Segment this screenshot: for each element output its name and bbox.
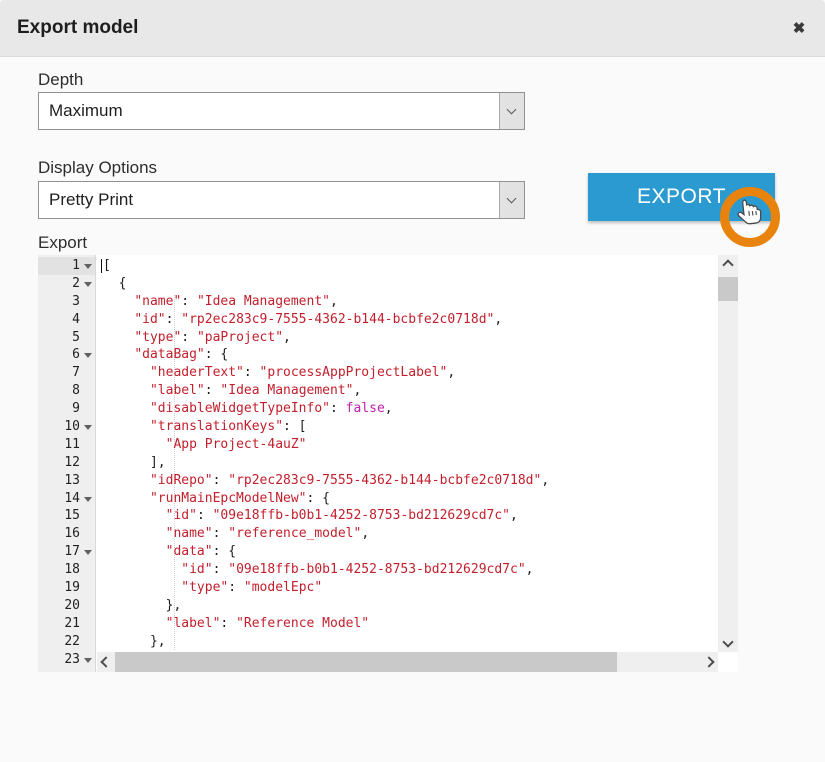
gutter-line-number[interactable]: 14	[38, 490, 95, 508]
gutter-line-number: 13	[64, 472, 80, 488]
gutter-line-number[interactable]: 1	[38, 257, 95, 275]
code-line[interactable]: "dataBag": {	[134, 347, 229, 363]
code-line[interactable]: {	[103, 275, 127, 291]
gutter-line-number: 7	[72, 365, 80, 381]
code-line[interactable]: [	[101, 258, 111, 273]
scroll-left-icon[interactable]	[100, 656, 112, 668]
chevron-down-icon	[506, 193, 517, 204]
close-icon[interactable]: ✖	[792, 20, 806, 37]
fold-arrow-icon[interactable]	[84, 425, 92, 431]
horizontal-scrollbar-thumb[interactable]	[115, 652, 617, 672]
scroll-up-icon[interactable]	[722, 259, 734, 271]
depth-select[interactable]: Maximum	[38, 92, 525, 130]
export-button[interactable]: EXPORT	[588, 173, 775, 221]
code-line[interactable]: "data": {	[165, 544, 237, 560]
editor-gutter: 1 2 3 4 5 6 7 8 9 10 11 12 13 14 15 16 17 18 19 20 21 22 23	[38, 255, 96, 672]
display-options-select[interactable]: Pretty Print	[38, 181, 525, 219]
gutter-line-number: 21	[64, 615, 80, 631]
code-line[interactable]: "label": "Idea Management",	[149, 383, 362, 399]
gutter-line-number: 19	[64, 580, 80, 596]
gutter-line-number[interactable]: 10	[38, 418, 95, 436]
code-line[interactable]: "id": "09e18ffb-b0b1-4252-8753-bd212629c…	[181, 562, 534, 578]
text-caret	[101, 259, 102, 273]
chevron-down-icon	[506, 104, 517, 115]
fold-arrow-icon[interactable]	[84, 657, 92, 663]
code-line[interactable]: "name": "reference_model",	[165, 526, 370, 542]
code-line[interactable]: },	[103, 633, 166, 649]
gutter-line-number: 3	[72, 293, 80, 309]
gutter-line-number: 15	[64, 508, 80, 524]
gutter-line-number: 22	[64, 633, 80, 649]
fold-arrow-icon[interactable]	[84, 281, 92, 287]
display-options-select-value: Pretty Print	[49, 190, 134, 209]
depth-select-value: Maximum	[49, 101, 123, 120]
depth-label: Depth	[38, 70, 84, 89]
dialog-header: Export model ✖	[0, 0, 825, 57]
fold-arrow-icon[interactable]	[84, 353, 92, 359]
fold-arrow-icon[interactable]	[84, 496, 92, 502]
code-line[interactable]: "App Project-4auZ"	[165, 436, 307, 452]
code-line[interactable]: "id": "rp2ec283c9-7555-4362-b144-bcbfe2c…	[134, 311, 503, 327]
display-options-label: Display Options	[38, 158, 158, 177]
code-line[interactable]: "idRepo": "rp2ec283c9-7555-4362-b144-bcb…	[149, 472, 550, 488]
code-line[interactable]: "disableWidgetTypeInfo": false,	[149, 401, 393, 417]
gutter-line-number: 12	[64, 454, 80, 470]
export-area-label: Export	[38, 233, 88, 252]
gutter-line-number: 4	[72, 311, 80, 327]
scroll-down-icon[interactable]	[722, 636, 734, 648]
code-line[interactable]: "label": "Reference Model"	[165, 615, 370, 631]
code-line[interactable]: "headerText": "processAppProjectLabel",	[149, 365, 456, 381]
display-options-select-dropdown-button[interactable]	[499, 182, 524, 218]
dialog-title: Export model	[17, 17, 139, 38]
editor-code[interactable]: [ { "name": "Idea Management", "id": "rp…	[97, 255, 718, 672]
gutter-line-number[interactable]: 2	[38, 275, 95, 293]
horizontal-scrollbar[interactable]	[97, 652, 718, 672]
code-editor[interactable]: 1 2 3 4 5 6 7 8 9 10 11 12 13 14 15 16 17 18 19 20 21 22 23 [ …	[38, 255, 738, 672]
scrollbar-corner	[718, 652, 738, 672]
code-line[interactable]: "type": "modelEpc"	[181, 580, 323, 596]
code-line[interactable]: "name": "Idea Management",	[134, 293, 338, 309]
code-line[interactable]: "translationKeys": [	[149, 419, 307, 435]
gutter-line-number: 5	[72, 329, 80, 345]
gutter-line-number: 20	[64, 597, 80, 613]
code-line[interactable]: "runMainEpcModelNew": {	[149, 490, 330, 506]
code-line[interactable]: "id": "09e18ffb-b0b1-4252-8753-bd212629c…	[165, 508, 518, 524]
code-line[interactable]: },	[103, 597, 182, 613]
gutter-line-number: 16	[64, 526, 80, 542]
vertical-scrollbar-thumb[interactable]	[718, 277, 738, 301]
gutter-line-number: 18	[64, 562, 80, 578]
gutter-line-number[interactable]: 17	[38, 543, 95, 561]
vertical-scrollbar[interactable]	[718, 255, 738, 652]
code-line[interactable]: ],	[103, 454, 166, 470]
fold-arrow-icon[interactable]	[84, 550, 92, 556]
gutter-line-number: 9	[72, 401, 80, 417]
code-line[interactable]: "type": "paProject",	[134, 329, 291, 345]
fold-arrow-icon[interactable]	[84, 264, 92, 269]
scroll-right-icon[interactable]	[703, 656, 715, 668]
gutter-line-number: 11	[64, 436, 80, 452]
gutter-line-number[interactable]: 6	[38, 346, 95, 364]
depth-select-dropdown-button[interactable]	[499, 93, 524, 129]
gutter-line-number: 8	[72, 383, 80, 399]
gutter-line-number[interactable]: 23	[38, 651, 95, 669]
